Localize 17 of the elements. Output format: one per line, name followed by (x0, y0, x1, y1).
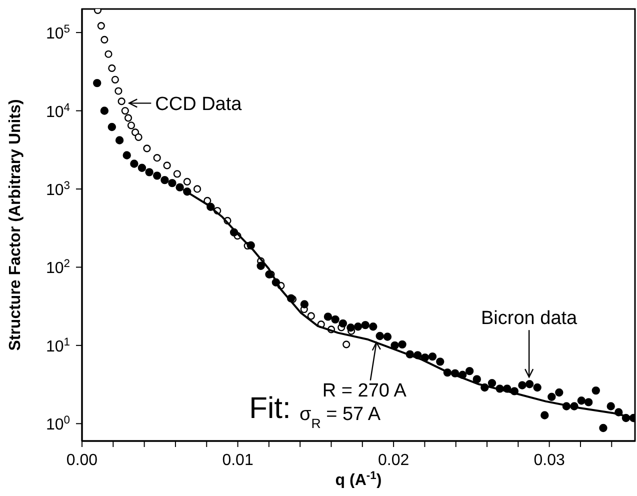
y-axis-title: Structure Factor (Arbitrary Units) (7, 99, 24, 351)
annotation: Bicron data (481, 308, 578, 330)
annotation: R = 270 A (322, 380, 407, 402)
annotation: σ$_{R}$ = 57 A (299, 404, 381, 430)
x-tick-label: 0.00 (66, 452, 98, 469)
x-tick-label: 0.03 (534, 452, 565, 469)
y-tick-label: 10$^{0}$ (46, 414, 70, 434)
y-tick-label: 10$^{5}$ (46, 24, 70, 43)
annotation: CCD Data (155, 94, 242, 116)
x-tick-label: 0.02 (378, 452, 410, 469)
x-tick-label: 0.01 (222, 452, 254, 469)
y-tick-label: 10$^{1}$ (46, 336, 70, 356)
y-tick-label: 10$^{3}$ (46, 180, 70, 199)
y-tick-label: 10$^{4}$ (46, 102, 70, 121)
y-tick-label: 10$^{2}$ (46, 258, 70, 278)
x-axis-title: q (A$^{-1}$) (335, 470, 382, 489)
annotation: Fit: (249, 392, 291, 425)
